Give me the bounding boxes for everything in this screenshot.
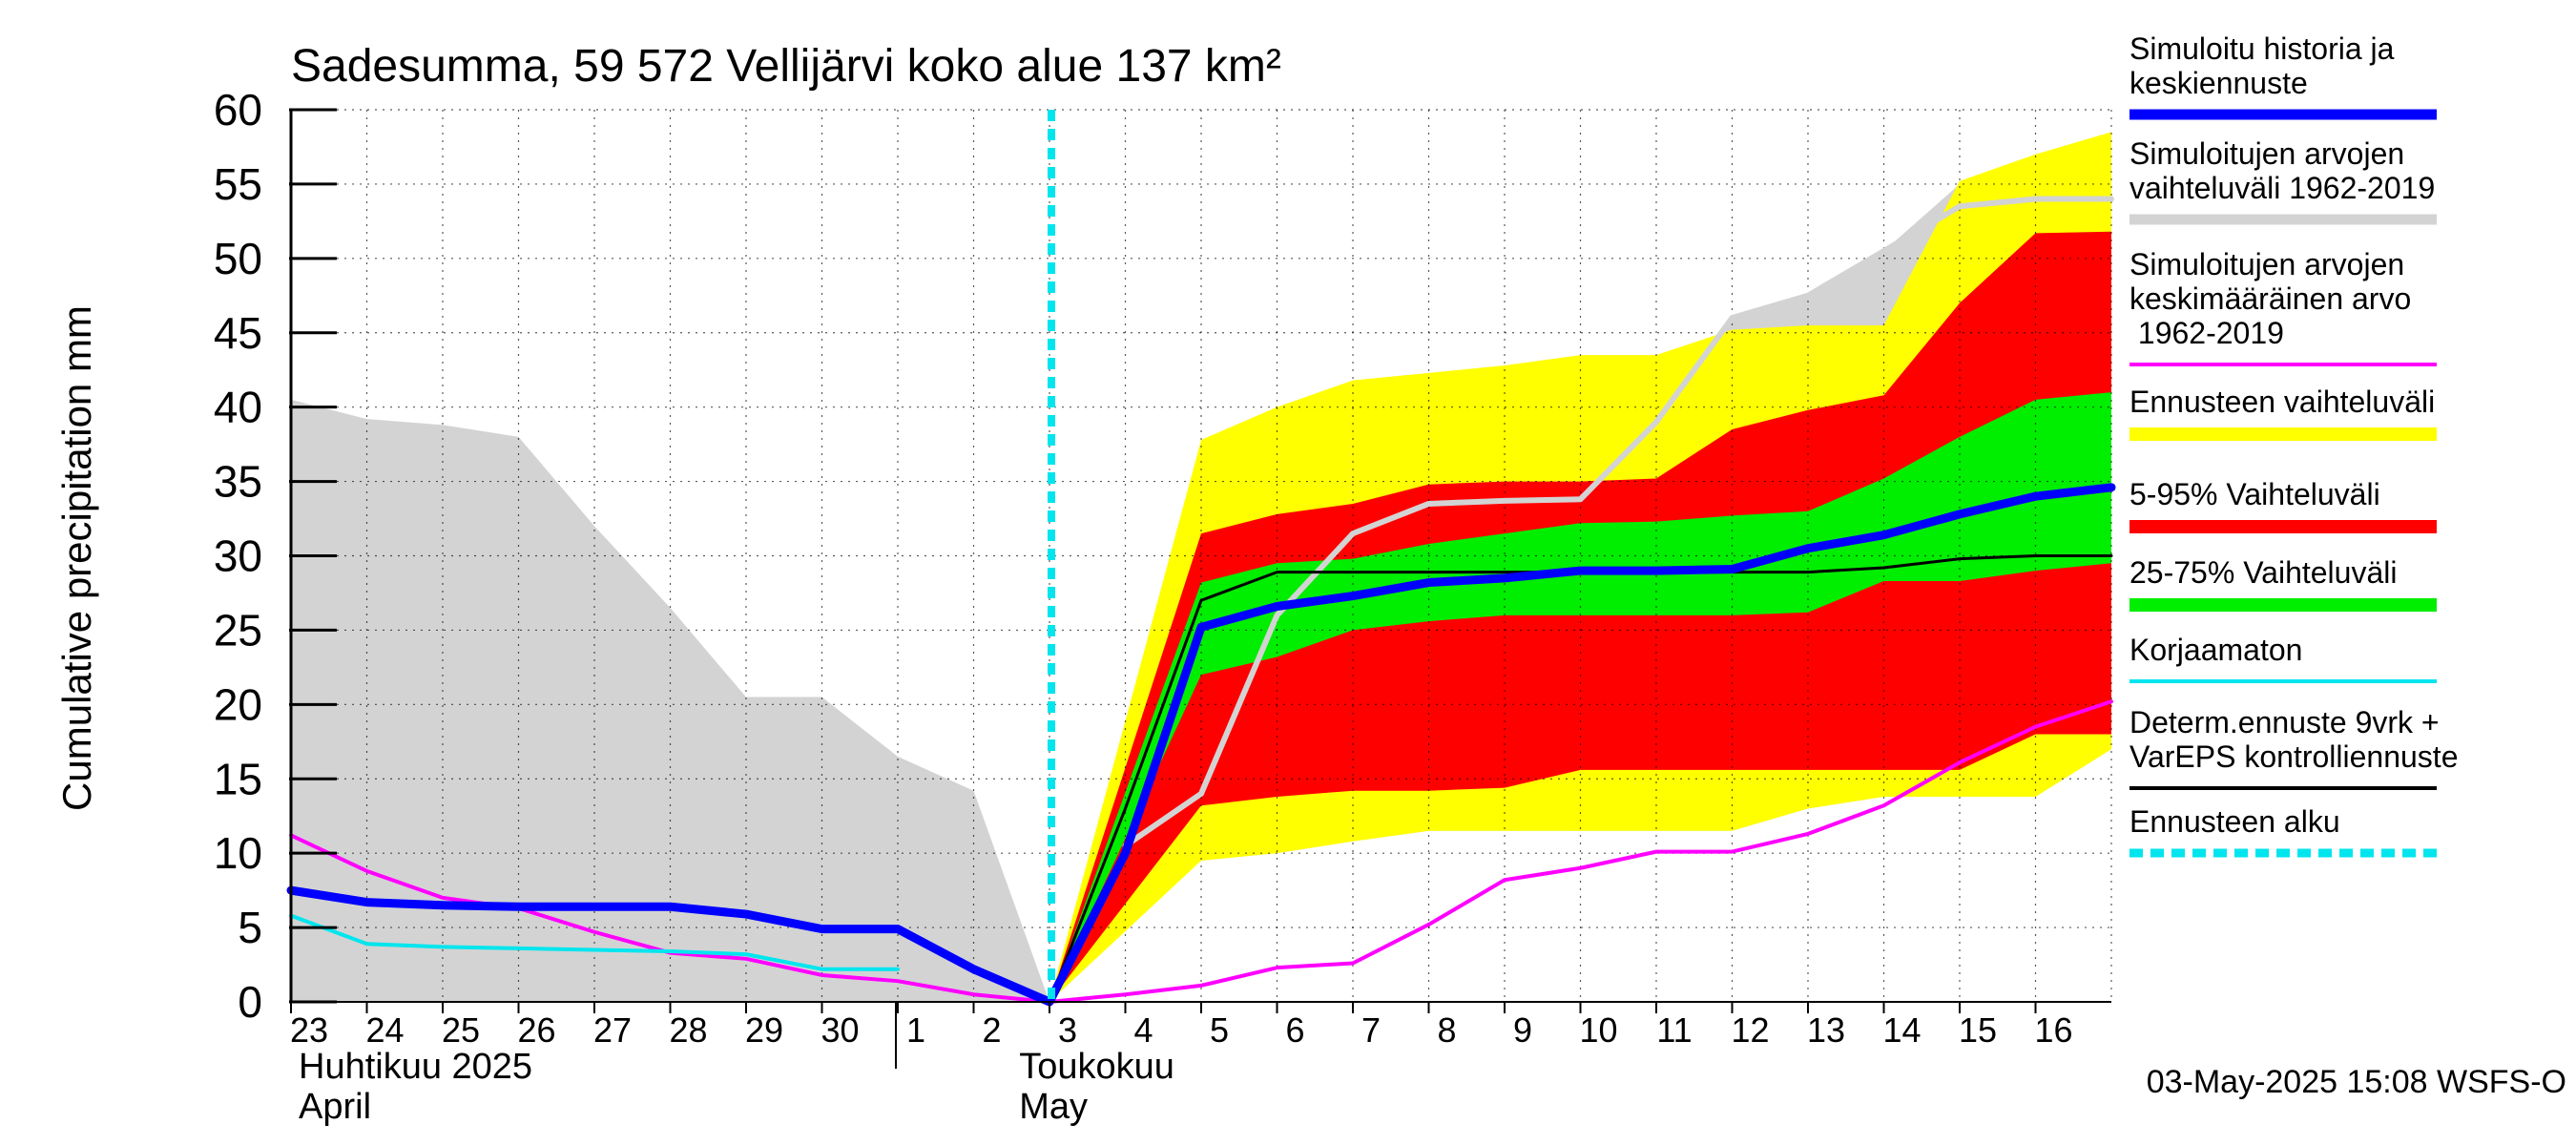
legend-item: Korjaamaton	[2129, 633, 2437, 683]
legend-item: 5-95% Vaihteluväli	[2129, 477, 2437, 533]
x-tick-label: 16	[2034, 1010, 2072, 1050]
legend-swatch	[2129, 598, 2437, 612]
x-tick-label: 1	[906, 1010, 925, 1050]
x-tick-label: 2	[982, 1010, 1001, 1050]
legend-label: Determ.ennuste 9vrk + VarEPS kontrollienn…	[2129, 705, 2458, 774]
x-tick-label: 29	[745, 1010, 783, 1050]
month-label: Toukokuu	[1019, 1047, 1174, 1087]
x-tick-label: 12	[1731, 1010, 1769, 1050]
legend-item: Ennusteen vaihteluväli	[2129, 385, 2437, 441]
x-tick-label: 7	[1361, 1010, 1381, 1050]
x-tick-label: 24	[365, 1010, 404, 1050]
legend-item: 25-75% Vaihteluväli	[2129, 555, 2437, 612]
legend-label: 25-75% Vaihteluväli	[2129, 555, 2397, 590]
x-tick-label: 4	[1133, 1010, 1153, 1050]
legend-item: Simuloitujen arvojen vaihteluväli 1962-20…	[2129, 136, 2437, 225]
x-tick-label: 8	[1437, 1010, 1456, 1050]
series-line	[289, 913, 900, 971]
x-tick-label: 25	[442, 1010, 480, 1050]
series-line	[289, 699, 2113, 1004]
y-tick-label: 10	[214, 828, 262, 878]
legend-item: Determ.ennuste 9vrk + VarEPS kontrollienn…	[2129, 705, 2458, 790]
y-tick-label: 35	[214, 457, 262, 507]
x-tick-label: 30	[821, 1010, 859, 1050]
y-tick-label: 50	[214, 234, 262, 283]
legend-label: Simuloitujen arvojen keskimääräinen arvo …	[2129, 247, 2411, 350]
x-tick-label: 15	[1959, 1010, 1997, 1050]
percentile-5-95-band	[1049, 231, 2111, 1003]
x-tick-label: 5	[1210, 1010, 1229, 1050]
y-tick-label: 25	[214, 605, 262, 655]
timestamp-footer: 03-May-2025 15:08 WSFS-O	[2147, 1064, 2566, 1100]
x-tick-label: 26	[517, 1010, 555, 1050]
x-tick-label: 11	[1656, 1010, 1692, 1050]
legend-item: Ennusteen alku	[2129, 804, 2437, 858]
month-label-english: April	[299, 1087, 371, 1127]
y-tick-label: 55	[214, 159, 262, 209]
legend-swatch	[2129, 520, 2437, 533]
legend-item: Simuloitujen arvojen keskimääräinen arvo …	[2129, 247, 2437, 366]
y-tick-label: 0	[238, 977, 262, 1027]
legend-label: Simuloitujen arvojen vaihteluväli 1962-20…	[2129, 136, 2435, 205]
x-tick-label: 3	[1058, 1010, 1077, 1050]
x-tick-label: 28	[669, 1010, 707, 1050]
x-tick-label: 14	[1882, 1010, 1921, 1050]
x-tick-label: 9	[1513, 1010, 1532, 1050]
x-tick-label: 6	[1285, 1010, 1304, 1050]
legend-item: Simuloitu historia ja keskiennuste	[2129, 31, 2437, 120]
month-label-english: May	[1019, 1087, 1088, 1127]
legend-label: Korjaamaton	[2129, 633, 2302, 667]
y-tick-label: 20	[214, 679, 262, 729]
legend-label: 5-95% Vaihteluväli	[2129, 477, 2380, 511]
y-tick-label: 60	[214, 85, 262, 135]
series-line	[286, 483, 2116, 1007]
x-tick-label: 13	[1807, 1010, 1845, 1050]
legend-label: Ennusteen alku	[2129, 804, 2340, 839]
x-tick-label: 27	[593, 1010, 632, 1050]
month-label: Huhtikuu 2025	[299, 1047, 532, 1087]
legend-swatch	[2129, 427, 2437, 441]
y-tick-label: 15	[214, 754, 262, 803]
y-tick-label: 5	[238, 903, 262, 952]
legend-label: Simuloitu historia ja keskiennuste	[2129, 31, 2395, 100]
y-tick-label: 45	[214, 308, 262, 358]
chart-title: Sadesumma, 59 572 Vellijärvi koko alue 1…	[291, 41, 1281, 92]
y-tick-label: 30	[214, 531, 262, 581]
y-tick-label: 40	[214, 383, 262, 432]
y-axis-label: Cumulative precipitation mm	[54, 305, 99, 811]
legend: Simuloitu historia ja keskiennuste Simuloi…	[2129, 31, 2458, 858]
x-tick-label: 10	[1579, 1010, 1617, 1050]
x-tick-label: 23	[290, 1010, 328, 1050]
legend-label: Ennusteen vaihteluväli	[2129, 385, 2435, 419]
